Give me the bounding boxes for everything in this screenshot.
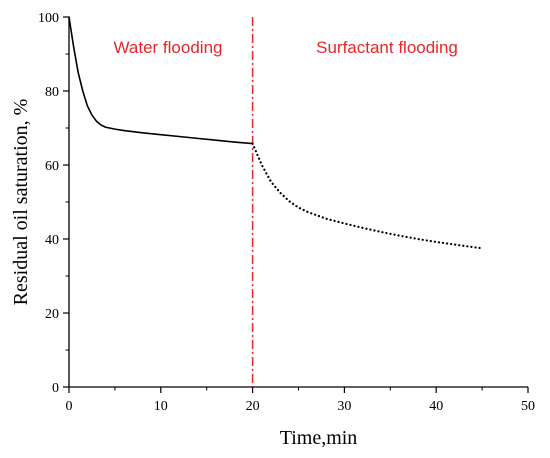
y-tick-label: 20 [45,307,59,322]
y-tick-label: 40 [45,233,59,248]
annotations: Water flooding Surfactant flooding [114,38,458,57]
surfactant-flooding-line [251,142,484,250]
x-tick-label: 50 [521,399,535,414]
y-tick-label: 80 [45,85,59,100]
x-tick-label: 40 [429,399,443,414]
y-tick-label: 100 [38,11,59,26]
series-group [68,16,484,250]
x-tick-label: 0 [66,399,73,414]
y-tick-label: 60 [45,159,59,174]
surfactant-flooding-label: Surfactant flooding [316,38,458,57]
x-axis-title: Time,min [280,427,358,449]
x-tick-label: 30 [337,399,351,414]
y-tick-label: 0 [52,381,59,396]
x-tick-label: 20 [246,399,260,414]
water-flooding-line [68,16,254,145]
axes: 0 10 20 30 40 50 0 20 40 60 80 100 [38,11,535,414]
x-tick-label: 10 [154,399,168,414]
water-flooding-label: Water flooding [114,38,223,57]
y-axis-title: Residual oil saturation, % [10,99,32,306]
